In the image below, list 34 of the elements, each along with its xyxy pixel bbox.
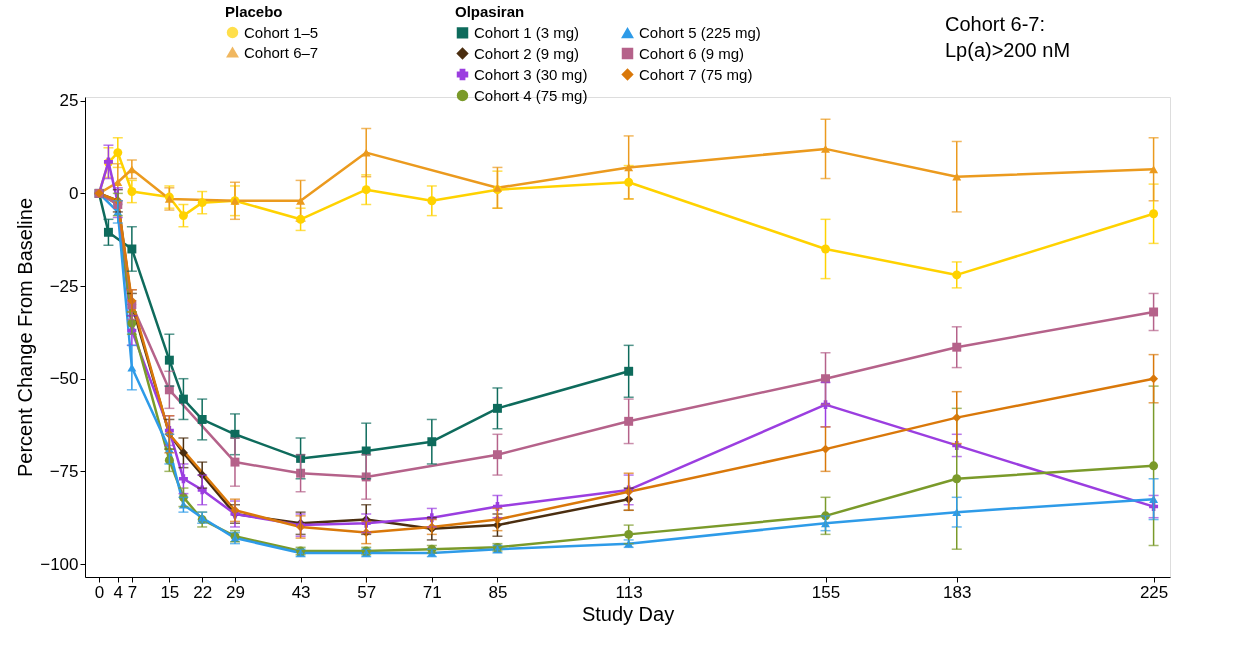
x-axis-title: Study Day — [581, 602, 675, 625]
x-tick-label: 225 — [1139, 582, 1169, 602]
legend-label: Cohort 1 (3 mg) — [474, 23, 580, 41]
legend-label: Cohort 4 (75 mg) — [474, 86, 588, 104]
legend-label: Cohort 7 (75 mg) — [639, 65, 753, 83]
legend-label: Cohort 1–5 — [244, 23, 319, 41]
y-tick-label: −75 — [49, 461, 79, 481]
x-tick-label: 85 — [488, 582, 508, 602]
x-tick-label: 43 — [291, 582, 311, 602]
legend-label: Cohort 3 (30 mg) — [474, 65, 588, 83]
y-axis-title: Percent Change From Baseline — [14, 197, 37, 478]
x-tick-label: 113 — [615, 582, 643, 602]
x-tick-label: 0 — [94, 582, 105, 602]
x-tick-label: 71 — [422, 582, 442, 602]
x-tick-label: 4 — [113, 582, 124, 602]
y-tick-label: −100 — [40, 554, 79, 574]
x-tick-label: 183 — [943, 582, 972, 602]
legend-label: Cohort 5 (225 mg) — [639, 24, 761, 42]
legend-label: Cohort 6 (9 mg) — [639, 44, 745, 62]
text: Placebo — [225, 3, 283, 20]
y-tick-label: −50 — [49, 369, 79, 389]
y-tick-label: −25 — [49, 276, 79, 296]
x-tick-label: 57 — [357, 582, 377, 602]
x-tick-label: 22 — [193, 582, 213, 602]
x-tick-label: 155 — [811, 582, 841, 602]
y-tick-label: 25 — [59, 91, 79, 111]
text: Olpasiran — [455, 3, 525, 20]
x-tick-label: 7 — [127, 582, 138, 602]
x-tick-label: 15 — [160, 582, 180, 602]
y-tick-label: 0 — [69, 183, 79, 203]
legend-label: Cohort 6–7 — [244, 43, 319, 61]
x-tick-label: 29 — [226, 582, 245, 602]
legend-label: Cohort 2 (9 mg) — [474, 44, 580, 62]
text: Cohort 6-7: Lp(a)>200 nM — [945, 13, 1071, 61]
